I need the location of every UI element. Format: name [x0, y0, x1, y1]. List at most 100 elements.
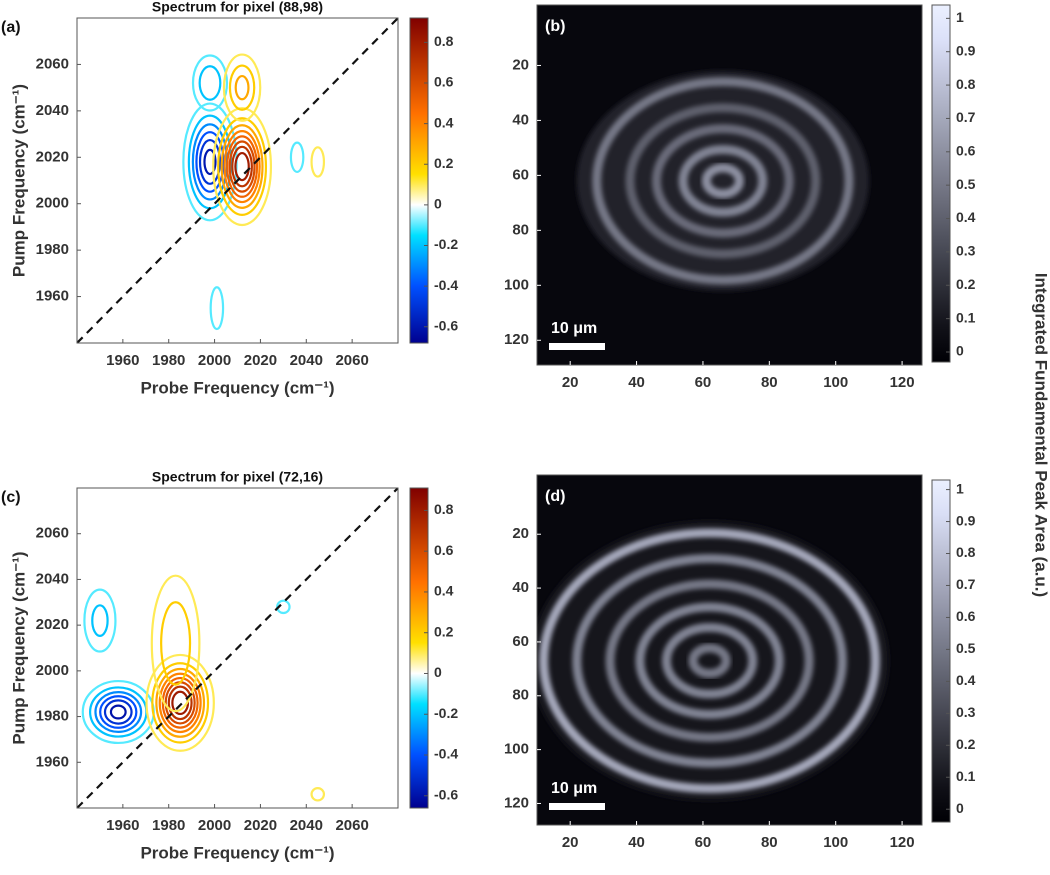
plot-frame	[536, 4, 923, 366]
colorbar-tick-label: -0.2	[434, 705, 458, 721]
colorbar-tick-label: 0.2	[434, 623, 454, 639]
x-tick-label: 120	[890, 374, 915, 391]
plot-frame	[536, 474, 923, 826]
x-tick-label: 60	[695, 834, 712, 851]
y-tick-label: 80	[512, 687, 529, 704]
image-ring	[605, 579, 814, 742]
colorbar-tick-label: 0	[434, 196, 442, 212]
contour-line	[228, 64, 256, 111]
contour-line	[109, 704, 127, 720]
colorbar-tick-label: 0.2	[956, 276, 976, 292]
colorbar-tick-label: 0	[956, 343, 964, 359]
scale-bar-label: 10 μm	[551, 780, 597, 797]
contour-line	[231, 145, 253, 188]
x-tick-label: 40	[628, 374, 645, 391]
colorbar-tick-label: 0.2	[956, 736, 976, 752]
colorbar-label: Integrated Fundamental Peak Area (a.u.)	[1032, 273, 1050, 597]
y-tick-label: 2040	[36, 570, 69, 587]
contour-line	[203, 148, 217, 176]
x-tick-label: 2000	[198, 352, 231, 369]
scale-bar	[549, 803, 605, 810]
image-ring	[572, 553, 847, 768]
image-ring	[701, 163, 744, 199]
x-tick-label: 2060	[335, 817, 368, 834]
y-tick-label: 120	[504, 794, 529, 811]
y-tick-label: 60	[512, 166, 529, 183]
plot-frame	[76, 17, 399, 344]
contour-line	[151, 662, 210, 744]
contour-line	[94, 691, 143, 733]
x-tick-label: 80	[761, 374, 778, 391]
colorbar-tick-label: -0.6	[434, 317, 458, 333]
diagonal	[77, 488, 398, 808]
x-axis-label: Probe Frequency (cm⁻¹)	[140, 378, 334, 397]
panel-label: (c)	[1, 489, 21, 506]
y-tick-label: 20	[512, 525, 529, 542]
image-ring	[651, 124, 794, 238]
image-disc	[576, 70, 869, 291]
x-tick-label: 1980	[152, 817, 185, 834]
colorbar-tick-label: 0.1	[956, 768, 976, 784]
contour-line	[198, 65, 222, 101]
contour-line	[83, 588, 117, 653]
contour-line	[276, 599, 291, 615]
contour-line	[198, 138, 222, 185]
contour-line	[220, 124, 264, 209]
y-tick-label: 1960	[36, 288, 69, 305]
colorbar-tick-label: 0.3	[956, 243, 976, 259]
y-tick-label: 80	[512, 221, 529, 238]
contour-line	[222, 53, 262, 122]
scale-bar	[549, 343, 605, 350]
image-ring	[678, 145, 768, 217]
colorbar-tick-label: 0.4	[956, 672, 976, 688]
x-tick-label: 100	[823, 834, 848, 851]
y-axis-label: Pump Frequency (cm⁻¹)	[9, 551, 28, 744]
colorbar-tick-label: 0.8	[434, 501, 454, 517]
colorbar-tick-label: 0.6	[434, 542, 454, 558]
contour-line	[191, 54, 229, 112]
contour-line	[103, 699, 133, 725]
scale-bar-label: 10 μm	[551, 320, 597, 337]
contour-line	[160, 601, 192, 686]
colorbar-tick-label: 0.1	[956, 309, 976, 325]
y-tick-label: 1980	[36, 708, 69, 725]
chart-title: Spectrum for pixel (72,16)	[152, 469, 323, 485]
plot-frame	[76, 487, 399, 809]
y-tick-label: 40	[512, 579, 529, 596]
x-tick-label: 2040	[290, 817, 323, 834]
contour-line	[310, 787, 326, 802]
y-tick-label: 60	[512, 633, 529, 650]
y-tick-label: 2000	[36, 662, 69, 679]
colorbar-tick-label: 0.5	[956, 176, 976, 192]
y-tick-label: 100	[504, 276, 529, 293]
colorbar-tick-label: 0.4	[434, 114, 454, 130]
colorbar-tick-label: -0.2	[434, 236, 458, 252]
colorbar-tick-label: -0.4	[434, 277, 458, 293]
contour-line	[289, 141, 305, 174]
contour-line	[217, 117, 268, 216]
colorbar-tick-label: 0.5	[956, 640, 976, 656]
colorbar-tick-label: 0.7	[956, 576, 976, 592]
panel-label: (a)	[1, 19, 21, 36]
contour-line	[158, 672, 202, 734]
x-tick-label: 20	[562, 834, 579, 851]
x-tick-label: 2020	[244, 352, 277, 369]
colorbar-tick-label: 0.8	[956, 76, 976, 92]
x-tick-label: 100	[823, 374, 848, 391]
y-tick-label: 2060	[36, 55, 69, 72]
contour-line	[212, 107, 273, 227]
colorbar-tick-label: 0.9	[956, 512, 976, 528]
plot-area	[77, 488, 398, 808]
panel-label: (b)	[545, 18, 565, 35]
y-tick-label: 20	[512, 56, 529, 73]
colorbar-tick-label: -0.6	[434, 786, 458, 802]
x-tick-label: 20	[562, 374, 579, 391]
x-tick-label: 1980	[152, 352, 185, 369]
contour-line	[234, 151, 250, 182]
contour-line	[228, 140, 256, 193]
colorbar-tick-label: 0	[956, 800, 964, 816]
colorbar-tick-label: 0.4	[956, 209, 976, 225]
plot-area	[537, 5, 922, 365]
contour-line	[223, 129, 261, 204]
colorbar-tick-label: 0.8	[434, 33, 454, 49]
